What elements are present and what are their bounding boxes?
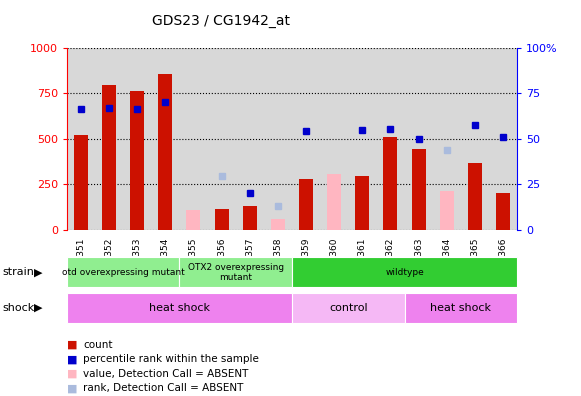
Text: rank, Detection Call = ABSENT: rank, Detection Call = ABSENT [83, 383, 243, 394]
Bar [102, 85, 116, 230]
Bar [187, 209, 200, 230]
Bar [130, 91, 144, 230]
Bar [214, 209, 229, 230]
Text: otd overexpressing mutant: otd overexpressing mutant [62, 268, 185, 277]
Bar [383, 137, 397, 230]
Text: ■: ■ [67, 383, 77, 394]
Text: strain: strain [3, 267, 35, 277]
Text: heat shock: heat shock [149, 303, 210, 313]
Text: GDS23 / CG1942_at: GDS23 / CG1942_at [152, 14, 290, 28]
Bar [243, 206, 257, 230]
Text: heat shock: heat shock [431, 303, 492, 313]
Bar [271, 219, 285, 230]
Bar [74, 135, 88, 230]
Bar [355, 176, 370, 230]
Text: ■: ■ [67, 369, 77, 379]
Bar [440, 190, 454, 230]
Text: ▶: ▶ [34, 303, 42, 313]
Text: control: control [329, 303, 368, 313]
Text: ■: ■ [67, 354, 77, 364]
Bar [468, 163, 482, 230]
Bar [496, 193, 510, 230]
Text: percentile rank within the sample: percentile rank within the sample [83, 354, 259, 364]
Bar [299, 179, 313, 230]
Text: OTX2 overexpressing
mutant: OTX2 overexpressing mutant [188, 263, 284, 282]
Text: ▶: ▶ [34, 267, 42, 277]
Text: count: count [83, 339, 113, 350]
Bar [411, 148, 426, 230]
Text: ■: ■ [67, 339, 77, 350]
Text: wildtype: wildtype [385, 268, 424, 277]
Text: value, Detection Call = ABSENT: value, Detection Call = ABSENT [83, 369, 249, 379]
Text: shock: shock [3, 303, 35, 313]
Bar [158, 74, 173, 230]
Bar [327, 174, 341, 230]
